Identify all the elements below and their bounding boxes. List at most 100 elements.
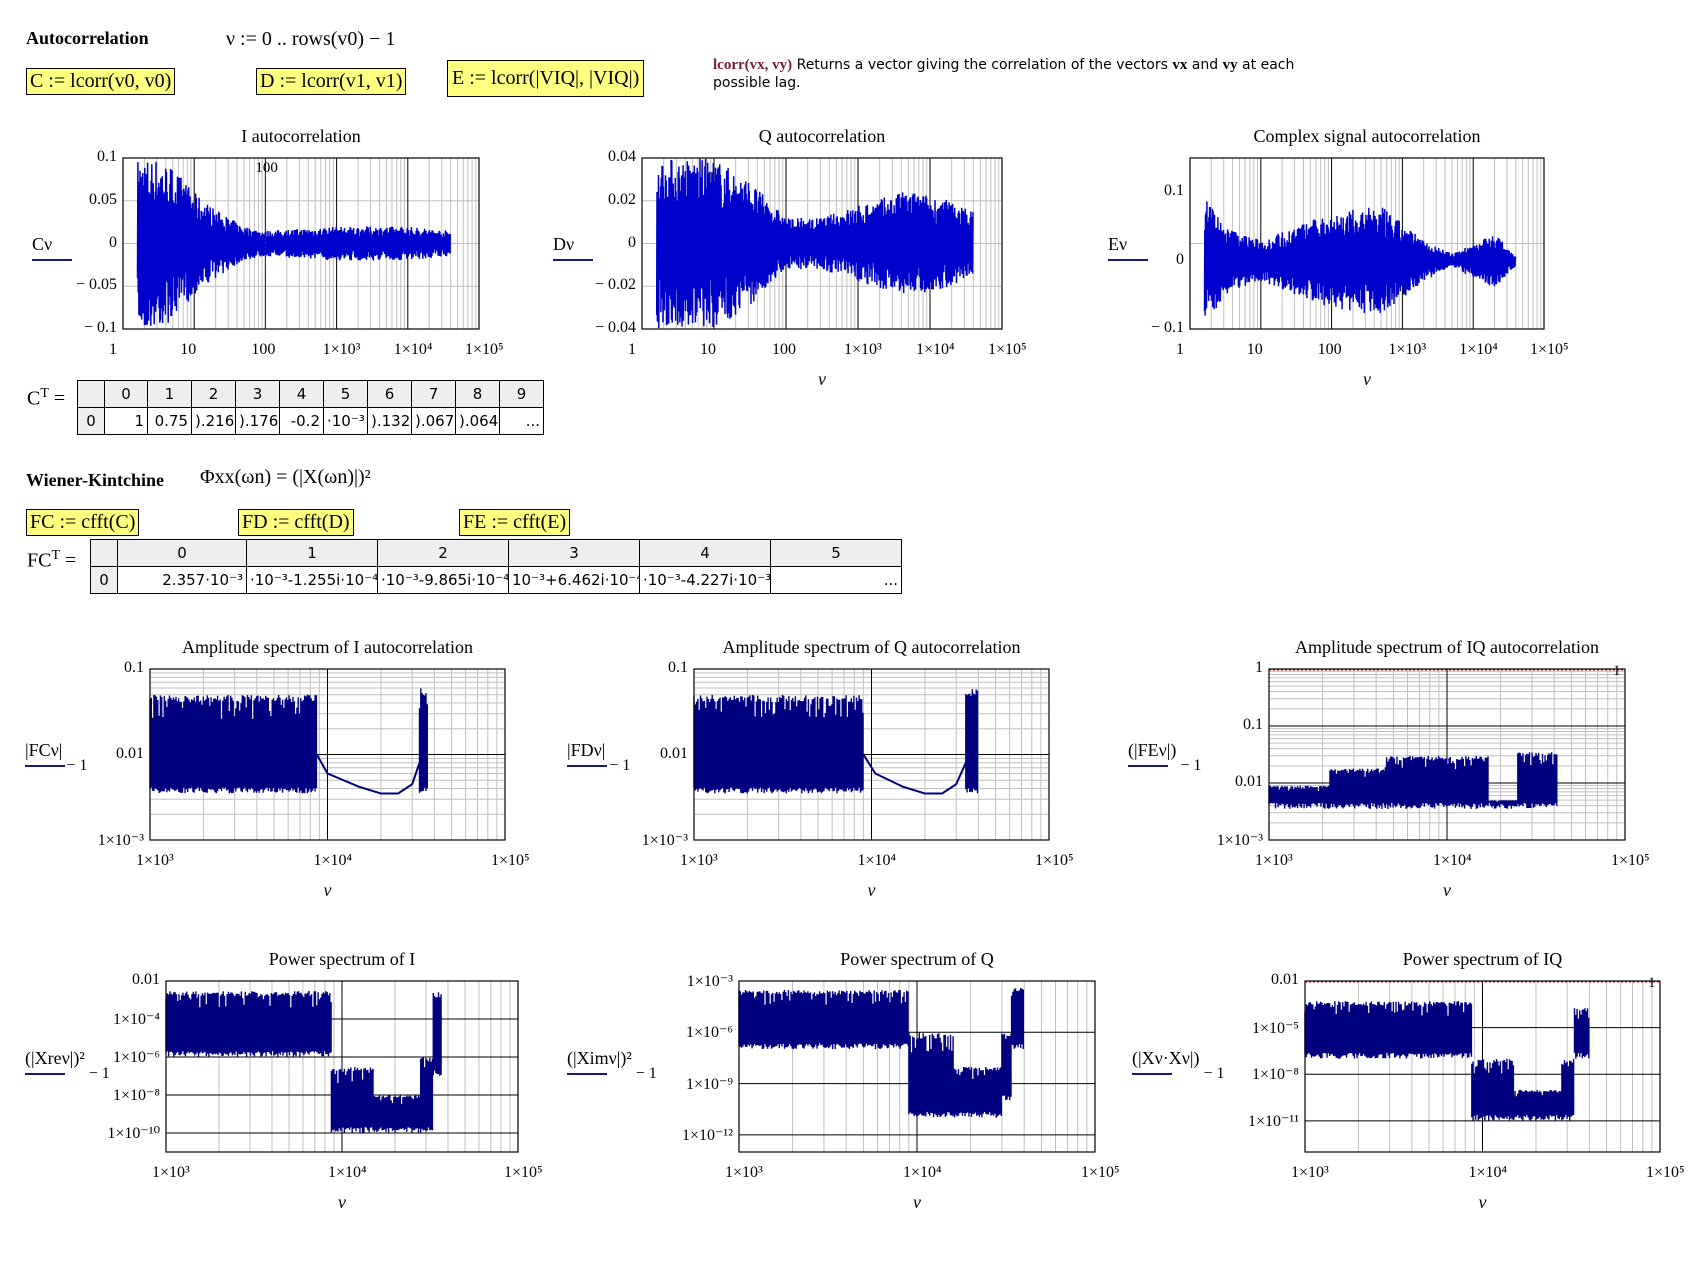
plot-area[interactable] [149, 668, 506, 841]
x-tick-label: 1×10⁵ [504, 1164, 543, 1181]
column-header: 3 [508, 539, 640, 567]
plot-area[interactable] [738, 980, 1096, 1153]
chart-title: Q autocorrelation [758, 126, 886, 146]
y-tick-label: 1 [1255, 659, 1263, 676]
y-tick-label: 1×10⁻⁶ [112, 1049, 160, 1066]
table-cell: ).132 [367, 407, 412, 435]
y-axis-expression[interactable]: (|Xν·Xν|) − 1 [1132, 1048, 1225, 1082]
y-axis-expression[interactable]: |FCν| − 1 [25, 740, 88, 774]
column-header: 5 [770, 539, 902, 567]
ct-label-name: C [27, 387, 41, 410]
table-cell: ·10⁻³-1.255i·10⁻⁴ [246, 566, 378, 594]
x-tick-label: 1×10⁵ [988, 341, 1027, 358]
y-tick-label: − 0.1 [83, 319, 117, 336]
y-tick-label: 1×10⁻³ [641, 832, 688, 849]
x-axis-label: ν [1443, 880, 1451, 900]
x-tick-label: 1×10⁵ [491, 852, 530, 869]
y-tick-label: 0.01 [132, 971, 160, 988]
y-tick-label: − 0.04 [594, 319, 636, 336]
y-axis-trace-index: − 1 [605, 757, 631, 774]
y-axis-expression[interactable]: (|FEν|) − 1 [1128, 740, 1202, 774]
y-tick-label: 1×10⁻⁴ [112, 1011, 160, 1028]
y-axis-expression[interactable]: (|Ximν|)² − 1 [567, 1048, 657, 1082]
expr-fd-cfft[interactable]: FD := cfft(D) [238, 509, 354, 536]
plot-area[interactable]: 100 [122, 157, 480, 330]
y-axis-trace-index: − 1 [1199, 1065, 1225, 1082]
plot-area[interactable]: 1 [1304, 975, 1661, 1153]
table-cell: 10⁻³+6.462i·10⁻⁴ [508, 566, 640, 594]
x-tick-label: 1×10³ [725, 1164, 763, 1181]
y-axis-expression[interactable]: Eν [1108, 234, 1148, 261]
chart-title: I autocorrelation [241, 126, 361, 146]
plot-area[interactable] [693, 668, 1050, 841]
table-cell: 0.75 [147, 407, 192, 435]
ct-data-row: 0 1 0.75).216).176 -0.2·10⁻³).132).067).064… [77, 407, 544, 435]
y-tick-label: 0.1 [1164, 182, 1184, 200]
column-header: 6 [367, 380, 412, 408]
x-tick-label: 1×10⁴ [1433, 852, 1472, 869]
x-tick-label: 100 [772, 341, 796, 358]
range-definition[interactable]: ν := 0 .. rows(v0) − 1 [226, 28, 396, 50]
x-tick-label: 1×10⁴ [1468, 1164, 1508, 1181]
x-tick-label: 1×10³ [1255, 852, 1293, 869]
column-header: 4 [639, 539, 771, 567]
x-axis-label: ν [323, 880, 332, 900]
column-header: 8 [455, 380, 500, 408]
y-tick-label: 0.1 [668, 659, 688, 676]
column-header: 5 [323, 380, 368, 408]
plot-area[interactable]: 1 [1268, 663, 1626, 841]
fct-label-eq: = [65, 549, 77, 572]
y-tick-label: 0 [109, 233, 117, 251]
x-tick-label: 1×10⁴ [328, 1164, 367, 1181]
y-axis-trace-index: − 1 [631, 1065, 657, 1082]
trace-legend-line [1128, 765, 1168, 767]
y-axis-expression[interactable]: Cν [32, 234, 72, 261]
y-tick-label: 1×10⁻¹² [681, 1126, 733, 1144]
expr-fc-cfft[interactable]: FC := cfft(C) [26, 509, 140, 536]
column-header: 2 [191, 380, 236, 408]
y-tick-label: 0.05 [89, 190, 117, 208]
y-tick-label: 0.01 [116, 744, 144, 762]
ct-label-eq: = [53, 387, 66, 410]
y-tick-label: 1×10⁻³ [97, 832, 144, 849]
x-tick-label: 1×10³ [322, 341, 361, 358]
plot-area[interactable] [165, 980, 519, 1153]
chart-title: Power spectrum of Q [840, 949, 994, 969]
y-tick-label: 1×10⁻⁹ [685, 1075, 733, 1093]
x-tick-label: 10 [180, 341, 197, 358]
trace-legend-line [567, 1073, 607, 1075]
plot-area[interactable] [1189, 157, 1545, 330]
row-header: 0 [77, 407, 105, 435]
x-tick-label: 1×10⁴ [313, 852, 353, 869]
expr-c-lcorr[interactable]: C := lcorr(v0, v0) [26, 68, 176, 95]
x-tick-label: 10 [700, 341, 716, 358]
y-tick-label: 1×10⁻³ [686, 973, 733, 990]
x-tick-label: 1×10⁴ [1459, 341, 1498, 358]
help-text-end: at each possible lag. [713, 57, 1295, 91]
expr-e-lcorr[interactable]: E := lcorr(|VIQ|, |VIQ|) [447, 60, 645, 97]
help-vy: vy [1222, 57, 1238, 73]
ct-label-sup: T [40, 386, 49, 401]
table-cell: ).176 [235, 407, 280, 435]
y-tick-label: 1×10⁻³ [1216, 832, 1263, 849]
expr-d-lcorr[interactable]: D := lcorr(v1, v1) [256, 68, 407, 95]
svg-text:1: 1 [1613, 663, 1621, 679]
x-tick-label: 1×10⁴ [903, 1164, 942, 1181]
chart-title: Amplitude spectrum of I autocorrelation [182, 637, 473, 657]
y-axis-expression[interactable]: (|Xreν|)² − 1 [25, 1048, 110, 1082]
help-vx: vx [1172, 57, 1188, 73]
y-axis-expression[interactable]: |FDν| − 1 [567, 740, 631, 774]
x-tick-label: 1 [1176, 341, 1184, 358]
y-axis-expression[interactable]: Dν [553, 234, 593, 261]
plot-area[interactable] [641, 157, 1003, 330]
x-axis-label: ν [867, 880, 876, 900]
expr-fe-cfft[interactable]: FE := cfft(E) [459, 509, 571, 536]
trace-legend-line [25, 765, 65, 767]
trace-legend-line [32, 259, 72, 261]
help-text-lcorr: lcorr(vx, vy) Returns a vector giving th… [713, 56, 1313, 92]
x-tick-label: 1×10⁴ [857, 852, 897, 869]
x-tick-label: 1×10⁵ [1646, 1164, 1685, 1181]
